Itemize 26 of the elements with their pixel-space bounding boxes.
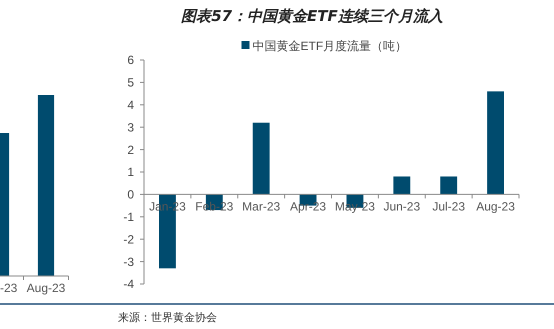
- bar: [487, 91, 504, 194]
- chart-title: 图表57：中国黄金ETF连续三个月流入: [181, 7, 443, 25]
- x-tick-label: Aug-23: [476, 199, 516, 214]
- x-tick-label: May-23: [334, 199, 376, 214]
- y-tick-label: 0: [127, 188, 134, 202]
- y-tick-label: 5: [127, 76, 134, 90]
- y-tick-label: 3: [127, 120, 134, 134]
- x-tick-label: Aug-23: [26, 281, 66, 295]
- x-tick-label: -23: [0, 281, 18, 295]
- y-tick-label: 6: [127, 53, 134, 68]
- x-tick-label: Jun-23: [383, 199, 420, 214]
- y-tick-label: -1: [123, 210, 134, 224]
- bar: [440, 176, 458, 194]
- x-tick-label: Apr-23: [290, 199, 326, 214]
- x-tick-label: Mar-23: [242, 199, 281, 214]
- x-tick-label: Jul-23: [432, 199, 466, 214]
- legend-label: 中国黄金ETF月度流量（吨）: [252, 39, 408, 54]
- bar: [393, 176, 410, 194]
- y-tick-label: 2: [127, 142, 134, 157]
- y-tick-label: -2: [123, 232, 134, 246]
- bar: [252, 122, 270, 194]
- source-note: 来源：世界黄金协会: [118, 311, 217, 324]
- y-tick-label: -4: [123, 277, 134, 292]
- y-tick-label: -3: [123, 254, 134, 269]
- y-tick-label: 1: [127, 165, 134, 180]
- y-tick-label: 4: [127, 98, 134, 112]
